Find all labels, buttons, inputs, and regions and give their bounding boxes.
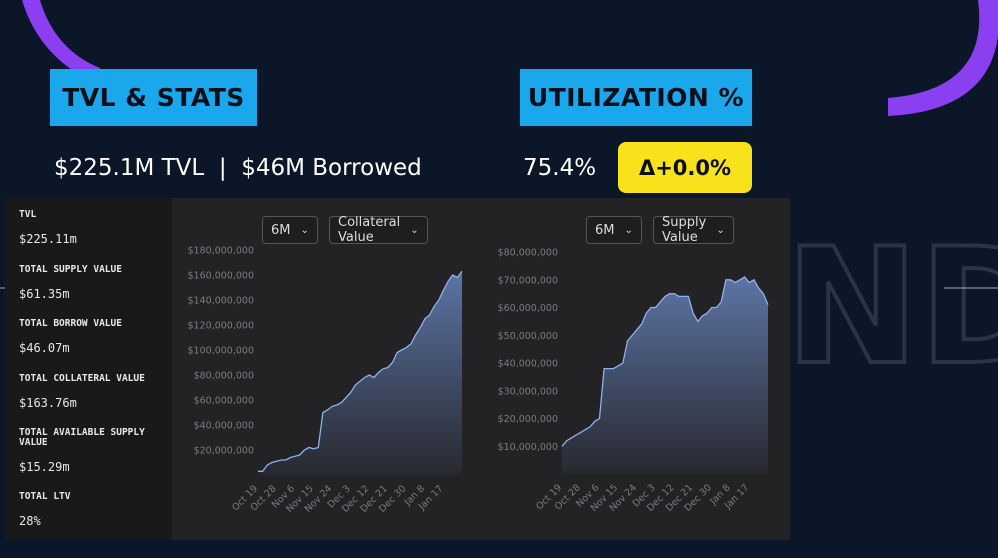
range-label: 6M bbox=[271, 222, 291, 238]
stat-label: TOTAL BORROW VALUE bbox=[19, 318, 122, 329]
y-tick-label: $40,000,000 bbox=[194, 421, 254, 432]
metric-select[interactable]: Supply Value ⌄ bbox=[653, 215, 734, 245]
y-tick-label: $160,000,000 bbox=[188, 271, 254, 282]
summary: $225.1M TVL | $46M Borrowed bbox=[54, 155, 422, 181]
caret: ⌄ bbox=[716, 224, 725, 236]
area bbox=[562, 277, 768, 474]
range-select[interactable]: 6M ⌄ bbox=[586, 216, 642, 244]
stat-value: $61.35m bbox=[19, 287, 70, 301]
tvl-title: TVL & STATS bbox=[50, 69, 257, 126]
area bbox=[258, 271, 462, 475]
y-tick-label: $100,000,000 bbox=[188, 346, 254, 357]
y-tick-label: $40,000,000 bbox=[498, 359, 558, 370]
metric-label: Collateral Value bbox=[338, 215, 401, 245]
delta: Δ+0.0% bbox=[618, 142, 752, 193]
range-select[interactable]: 6M ⌄ bbox=[262, 216, 318, 244]
line bbox=[561, 276, 769, 447]
y-tick-label: $80,000,000 bbox=[498, 248, 558, 259]
y-tick-label: $140,000,000 bbox=[188, 296, 254, 307]
stat-value: 28% bbox=[19, 514, 41, 528]
stat-value: $46.07m bbox=[19, 341, 70, 355]
stats-panel: TVL $225.11m TOTAL SUPPLY VALUE $61.35m TOTA… bbox=[5, 198, 172, 540]
y-tick-label: $20,000,000 bbox=[498, 414, 558, 425]
y-tick-label: $180,000,000 bbox=[188, 246, 254, 257]
caret: ⌄ bbox=[624, 224, 633, 236]
y-tick-label: $120,000,000 bbox=[188, 321, 254, 332]
stat-value: $225.11m bbox=[19, 232, 77, 246]
stat-value: $15.29m bbox=[19, 460, 70, 474]
caret: ⌄ bbox=[300, 224, 309, 236]
util-title: UTILIZATION % bbox=[520, 69, 752, 126]
utilization: 75.4% bbox=[523, 155, 597, 181]
stat-label: TOTAL AVAILABLE SUPPLY VALUE bbox=[19, 427, 145, 448]
line bbox=[258, 270, 463, 472]
y-tick-label: $30,000,000 bbox=[498, 386, 558, 397]
y-tick-label: $20,000,000 bbox=[194, 446, 254, 457]
y-tick-label: $70,000,000 bbox=[498, 275, 558, 286]
metric-select[interactable]: Collateral Value ⌄ bbox=[329, 215, 428, 245]
watermark: ND bbox=[785, 213, 998, 400]
arc-left bbox=[22, 0, 100, 85]
caret: ⌄ bbox=[410, 224, 419, 236]
y-tick-label: $60,000,000 bbox=[194, 396, 254, 407]
y-tick-label: $80,000,000 bbox=[194, 371, 254, 382]
y-tick-label: $60,000,000 bbox=[498, 303, 558, 314]
stat-label: TOTAL SUPPLY VALUE bbox=[19, 264, 122, 275]
range-label: 6M bbox=[595, 222, 615, 238]
metric-label: Supply Value bbox=[662, 215, 707, 245]
arc-right bbox=[888, 0, 998, 116]
stat-label: TOTAL COLLATERAL VALUE bbox=[19, 373, 145, 384]
y-tick-label: $50,000,000 bbox=[498, 331, 558, 342]
stat-label: TOTAL LTV bbox=[19, 491, 71, 502]
y-tick-label: $10,000,000 bbox=[498, 442, 558, 453]
stat-label: TVL bbox=[19, 209, 37, 220]
stat-value: $163.76m bbox=[19, 396, 77, 410]
